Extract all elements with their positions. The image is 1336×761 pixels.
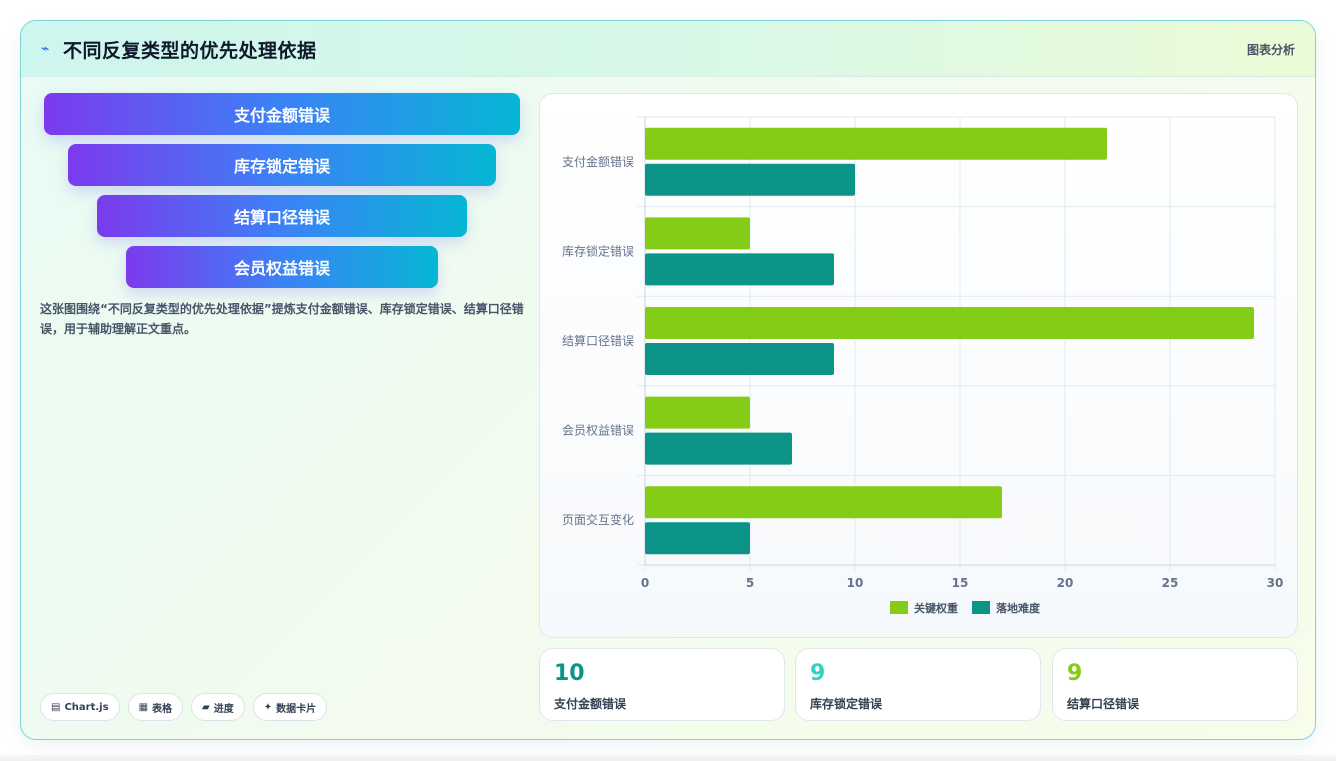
sparkle-icon: ✦ [263,701,273,713]
x-tick-label: 25 [1162,576,1179,590]
y-tick-label: 支付金额错误 [562,154,634,169]
chip-label: 进度 [213,703,234,715]
page-bottom-shadow [0,755,1336,761]
bar-weight [645,396,750,429]
chart-panel: 0 5 10 15 20 25 30 支付金额错误 库存锁定错误 结算口径错误 会员权益错误 页面交互… [539,93,1298,638]
chip-chartjs[interactable]: ▤ Chart.js [40,693,120,721]
chart-analysis-tag: 图表分析 [1246,43,1295,57]
stat-value: 10 [554,661,585,686]
trend-icon: ⌁ [41,41,50,57]
bar-weight [645,307,1254,339]
y-tick-label: 会员权益错误 [562,424,634,438]
x-tick-label: 15 [952,576,969,590]
x-tick-label: 0 [641,576,649,590]
stat-label: 库存锁定错误 [810,697,883,711]
chart-icon: ▤ [51,701,61,713]
stat-label: 结算口径错误 [1067,697,1140,711]
chip-table[interactable]: ▦ 表格 [127,693,184,721]
card-header: ⌁ 不同反复类型的优先处理依据 图表分析 [21,21,1315,77]
x-tick-label: 5 [746,576,754,590]
x-tick-label: 20 [1057,576,1074,590]
bar-difficulty [645,432,792,465]
chip-label: 表格 [152,703,173,715]
funnel-item-1: 支付金额错误 [44,93,520,135]
legend-swatch [972,601,990,614]
bar-weight [645,127,1107,160]
chip-progress[interactable]: ▰ 进度 [191,693,245,721]
stat-card-1: 10 支付金额错误 [539,648,785,721]
bar-difficulty [645,522,750,555]
bar-difficulty [645,163,855,196]
stat-value: 9 [1067,661,1083,686]
legend-label: 关键权重 [914,601,958,615]
legend-swatch [890,601,908,614]
bar-difficulty [645,253,834,286]
funnel-item-2: 库存锁定错误 [68,144,496,186]
bar-weight [645,486,1002,519]
y-tick-label: 结算口径错误 [562,333,634,348]
stat-label: 支付金额错误 [554,697,627,711]
stat-value: 9 [810,661,826,686]
card-title: 不同反复类型的优先处理依据 [63,40,317,62]
x-tick-label: 30 [1267,576,1284,590]
bar-difficulty [645,343,834,375]
chart-card: ⌁ 不同反复类型的优先处理依据 图表分析 支付金额错误 库存锁定错误 结算口径错… [20,20,1316,740]
chip-data-card[interactable]: ✦ 数据卡片 [252,693,328,721]
chip-label: Chart.js [64,701,109,713]
chart-description: 这张图围绕“不同反复类型的优先处理依据”提炼支付金额错误、库存锁定错误、结算口径… [40,302,524,336]
feature-chips: ▤ Chart.js ▦ 表格 ▰ 进度 ✦ 数据卡片 [40,693,328,721]
stat-card-3: 9 结算口径错误 [1052,648,1298,721]
legend-label: 落地难度 [996,601,1041,615]
x-tick-label: 10 [847,576,864,590]
bar-chart: 0 5 10 15 20 25 30 支付金额错误库存锁定错误结算口径错误会员权益错误页面交互… [562,116,1284,615]
bar-weight [645,217,750,250]
progress-icon: ▰ [202,701,210,713]
table-icon: ▦ [138,701,149,713]
funnel-item-4: 会员权益错误 [126,246,438,288]
funnel-item-3: 结算口径错误 [97,195,467,237]
y-tick-label: 页面交互变化 [562,512,634,527]
chip-label: 数据卡片 [276,703,317,715]
stat-card-2: 9 库存锁定错误 [795,648,1041,721]
y-tick-label: 库存锁定错误 [562,243,634,258]
